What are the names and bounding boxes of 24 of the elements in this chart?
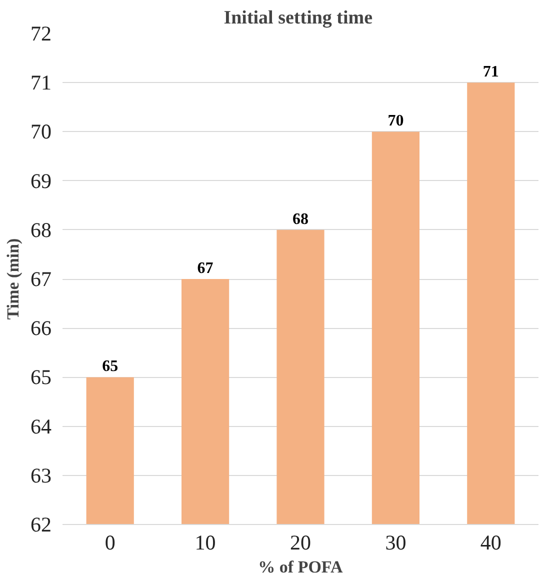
data-label: 71 bbox=[482, 64, 499, 81]
y-tick-label: 72 bbox=[30, 22, 52, 46]
x-tick-label: 10 bbox=[194, 530, 216, 554]
data-label: 68 bbox=[292, 210, 308, 228]
x-tick-label: 0 bbox=[104, 530, 116, 554]
data-label: 67 bbox=[197, 260, 214, 277]
x-axis-title: % of POFA bbox=[258, 558, 344, 576]
x-tick-label: 40 bbox=[480, 530, 502, 554]
y-tick-label: 69 bbox=[30, 168, 52, 193]
chart-title: Initial setting time bbox=[224, 8, 373, 28]
y-tick-label: 70 bbox=[30, 120, 52, 144]
y-tick-label: 68 bbox=[30, 218, 52, 242]
x-tick-label: 30 bbox=[385, 530, 406, 554]
y-tick-label: 64 bbox=[30, 414, 52, 438]
x-tick-label: 20 bbox=[290, 530, 311, 554]
y-tick-label: 67 bbox=[30, 267, 52, 291]
y-axis-title: Time (min) bbox=[4, 238, 22, 320]
y-tick-label: 65 bbox=[30, 365, 52, 390]
data-label: 65 bbox=[102, 358, 118, 376]
y-tick-label: 66 bbox=[30, 316, 52, 340]
y-tick-label: 62 bbox=[30, 512, 52, 536]
data-label: 70 bbox=[388, 112, 404, 130]
y-tick-label: 71 bbox=[30, 70, 52, 95]
y-tick-label: 63 bbox=[30, 463, 52, 488]
